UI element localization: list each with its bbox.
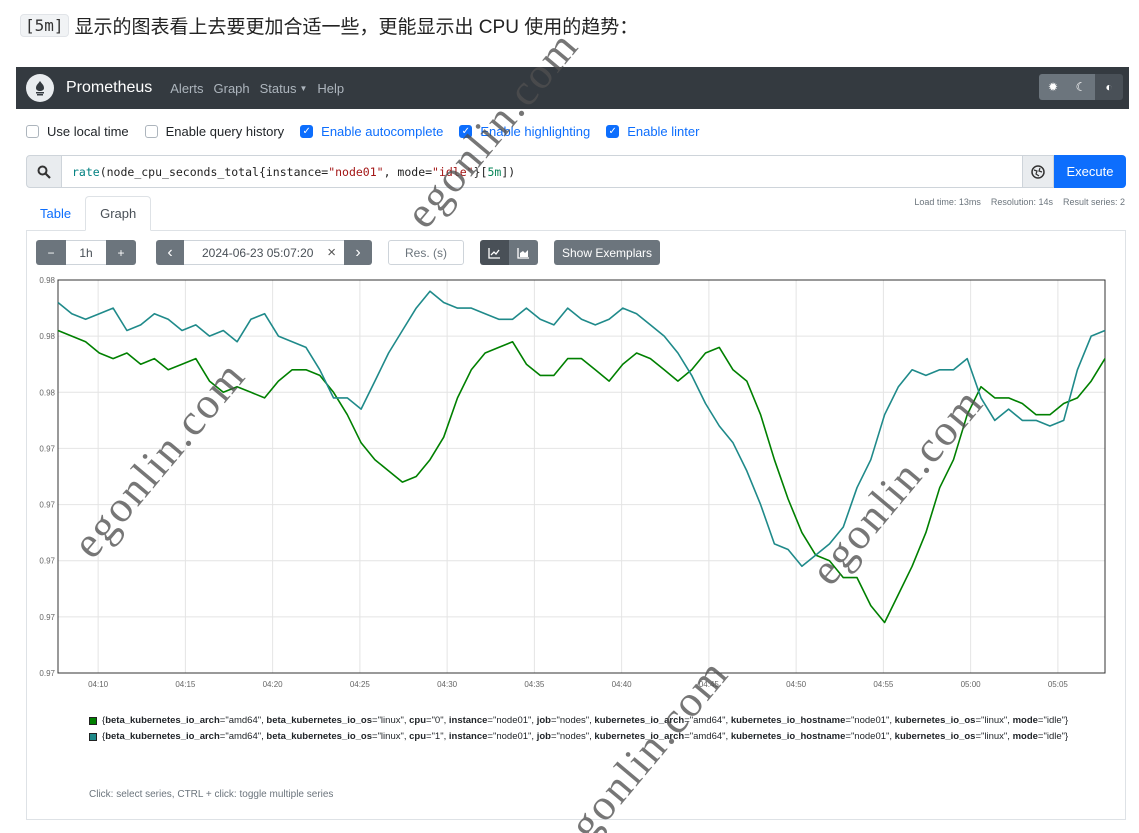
- query-part: ]): [501, 164, 516, 179]
- range-input[interactable]: 1h: [66, 240, 106, 265]
- option-highlighting[interactable]: ✓ Enable highlighting: [459, 124, 590, 139]
- chart-legend: {beta_kubernetes_io_arch="amd64", beta_k…: [89, 713, 1089, 745]
- nav-link-graph[interactable]: Graph: [213, 80, 250, 96]
- option-label: Enable linter: [627, 124, 700, 139]
- range-increase-button[interactable]: +: [106, 240, 136, 265]
- query-string: "idle": [432, 164, 474, 179]
- end-time-input[interactable]: 2024-06-23 05:07:20 ×: [184, 240, 344, 265]
- chevron-down-icon: ▼: [299, 83, 308, 93]
- option-query-history[interactable]: Enable query history: [144, 124, 285, 139]
- legend-swatch: [89, 733, 97, 741]
- checkbox-linter[interactable]: ✓: [606, 125, 620, 138]
- end-time-value: 2024-06-23 05:07:20: [202, 245, 314, 260]
- nav-link-status-label: Status: [259, 80, 297, 96]
- show-exemplars-button[interactable]: Show Exemplars: [554, 240, 661, 265]
- load-time: Load time: 13ms: [914, 197, 981, 207]
- nav-brand[interactable]: Prometheus: [66, 79, 153, 96]
- execute-button[interactable]: Execute: [1054, 155, 1126, 188]
- line-chart-icon[interactable]: [480, 240, 509, 265]
- query-input[interactable]: rate (node_cpu_seconds_total{instance= "no…: [62, 155, 1022, 188]
- nav-link-alerts[interactable]: Alerts: [170, 80, 204, 96]
- legend-hint: Click: select series, CTRL + click: togg…: [89, 789, 334, 800]
- theme-toggle-group: ✹ ☾ ◐: [1039, 74, 1123, 100]
- query-stats: Load time: 13ms Resolution: 14s Result s…: [914, 197, 1125, 207]
- query-part: (node_cpu_seconds_total{instance=: [99, 164, 329, 179]
- option-label: Enable query history: [165, 124, 285, 139]
- resolution: Resolution: 14s: [990, 197, 1053, 207]
- nav-link-status[interactable]: Status ▼: [260, 81, 308, 96]
- half-circle-icon[interactable]: ◐: [1095, 74, 1123, 100]
- checkbox-query-history[interactable]: [144, 125, 158, 138]
- moon-icon[interactable]: ☾: [1067, 74, 1095, 100]
- option-label: Enable autocomplete: [321, 124, 444, 139]
- option-label: Enable highlighting: [480, 124, 591, 139]
- option-use-local-time[interactable]: Use local time: [26, 124, 129, 139]
- navbar: Prometheus Alerts Graph Status ▼ Help ✹ ☾…: [16, 67, 1129, 109]
- stacked-chart-icon[interactable]: [509, 240, 538, 265]
- query-bar: rate (node_cpu_seconds_total{instance= "no…: [26, 155, 1126, 188]
- legend-text: {beta_kubernetes_io_arch="amd64", beta_k…: [102, 731, 1069, 742]
- search-icon: [26, 155, 62, 188]
- caption-text: 显示的图表看上去要更加合适一些，更能显示出 CPU 使用的趋势：: [74, 17, 639, 38]
- nav-link-help[interactable]: Help: [317, 80, 345, 96]
- option-autocomplete[interactable]: ✓ Enable autocomplete: [300, 124, 443, 139]
- option-linter[interactable]: ✓ Enable linter: [606, 124, 699, 139]
- view-tabs: Table Graph: [26, 196, 1126, 231]
- graph-panel: [26, 230, 1126, 820]
- query-part: }[: [473, 164, 488, 179]
- resolution-input[interactable]: Res. (s): [388, 240, 464, 265]
- caption-code: [5m]: [20, 14, 69, 37]
- checkbox-use-local-time[interactable]: [26, 125, 39, 138]
- range-decrease-button[interactable]: −: [36, 240, 66, 265]
- query-fn: rate: [72, 164, 100, 179]
- clear-icon[interactable]: ×: [327, 244, 336, 261]
- query-duration: 5m: [487, 164, 502, 179]
- query-string: "node01": [328, 164, 384, 179]
- legend-swatch: [89, 717, 97, 725]
- option-label: Use local time: [47, 124, 129, 139]
- legend-text: {beta_kubernetes_io_arch="amd64", beta_k…: [102, 715, 1069, 726]
- query-options: Use local time Enable query history ✓ En…: [26, 124, 715, 139]
- time-back-button[interactable]: ‹: [156, 240, 184, 265]
- tab-table[interactable]: Table: [40, 205, 72, 221]
- legend-item[interactable]: {beta_kubernetes_io_arch="amd64", beta_k…: [89, 729, 1089, 745]
- checkbox-autocomplete[interactable]: ✓: [300, 125, 314, 138]
- graph-controls: − 1h + ‹ 2024-06-23 05:07:20 × › Res. (s…: [36, 240, 661, 265]
- result-series: Result series: 2: [1062, 197, 1125, 207]
- prometheus-logo-icon[interactable]: [26, 74, 54, 102]
- checkbox-highlighting[interactable]: ✓: [459, 125, 473, 138]
- caption: [5m] 显示的图表看上去要更加合适一些，更能显示出 CPU 使用的趋势：: [20, 12, 638, 39]
- gear-icon[interactable]: ✹: [1039, 74, 1067, 100]
- query-part: , mode=: [383, 164, 433, 179]
- legend-item[interactable]: {beta_kubernetes_io_arch="amd64", beta_k…: [89, 713, 1089, 729]
- time-forward-button[interactable]: ›: [344, 240, 372, 265]
- metrics-explorer-icon[interactable]: [1022, 155, 1054, 188]
- tab-graph[interactable]: Graph: [85, 196, 152, 231]
